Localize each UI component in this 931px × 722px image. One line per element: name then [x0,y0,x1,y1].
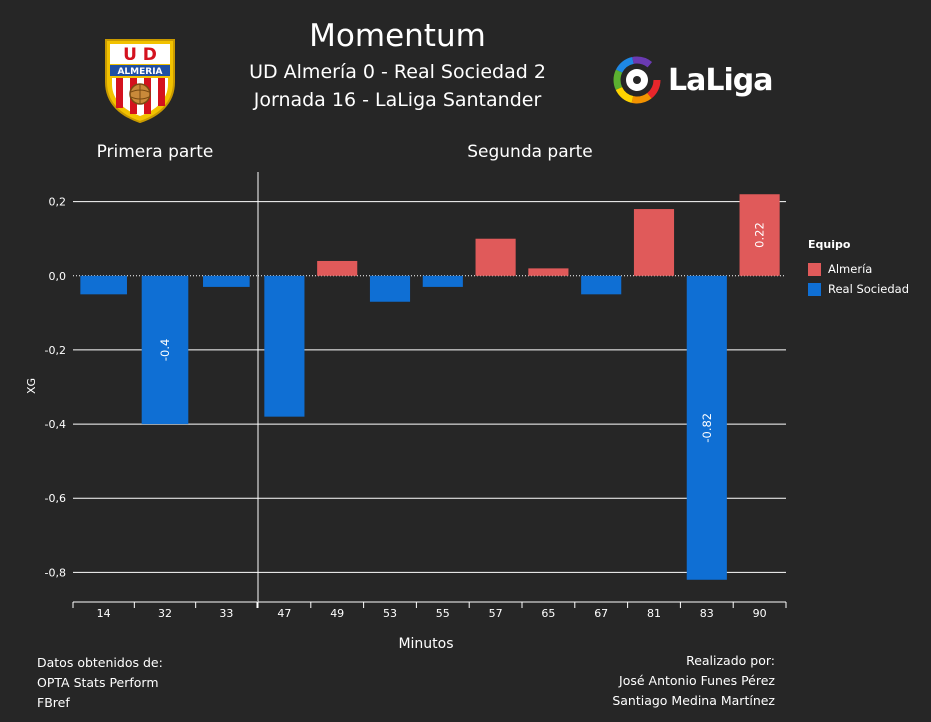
legend-item-real-sociedad[interactable]: Real Sociedad [808,279,909,299]
y-axis-label: XG [25,378,38,394]
bar [739,194,780,276]
laliga-logo: LaLiga [612,55,773,105]
x-tick-label: 47 [277,607,291,620]
source-fbref: FBref [37,695,70,710]
author-credits: Realizado por: José Antonio Funes Pérez … [612,651,775,711]
y-tick-label: 0,2 [49,196,67,209]
legend-label-real-sociedad: Real Sociedad [828,282,910,296]
bar [369,275,411,302]
sources-heading: Datos obtenidos de: [37,655,163,670]
bar [141,275,189,425]
y-tick-label: -0,4 [45,418,66,431]
legend-title: Equipo [808,238,851,251]
bar [422,275,463,287]
badge-band-text: ALMERIA [117,67,162,77]
x-tick-label: 57 [489,607,503,620]
x-axis-label: Minutos [398,636,453,652]
author-1: José Antonio Funes Pérez [619,673,775,688]
x-tick-label: 81 [647,607,661,620]
almeria-badge-icon: U D ALMERIA [105,39,175,124]
x-tick-label: 55 [436,607,450,620]
round-subtitle: Jornada 16 - LaLiga Santander [253,89,542,111]
bar [80,275,127,295]
legend: Equipo Almería Real Sociedad [808,238,909,299]
chart-title: Momentum [309,18,486,54]
bar [528,268,569,276]
panel-title: Primera parte [97,142,214,162]
y-tick-label: -0,2 [45,344,66,357]
x-tick-label: 53 [383,607,397,620]
panel-title: Segunda parte [467,142,593,162]
bar [633,209,675,276]
credits-heading: Realizado por: [686,653,775,668]
x-tick-label: 33 [219,607,233,620]
x-tick-label: 65 [541,607,555,620]
author-2: Santiago Medina Martínez [612,693,775,708]
match-subtitle: UD Almería 0 - Real Sociedad 2 [249,61,546,83]
x-tick-label: 90 [753,607,767,620]
bar [475,238,516,276]
y-tick-label: -0,6 [45,492,66,505]
data-sources: Datos obtenidos de: OPTA Stats Perform F… [37,653,163,713]
laliga-logo-text: LaLiga [668,62,773,98]
legend-label-almeria: Almería [828,262,873,276]
x-tick-label: 83 [700,607,714,620]
source-opta: OPTA Stats Perform [37,675,159,690]
x-tick-label: 32 [158,607,172,620]
y-tick-label: -0,8 [45,566,66,579]
bar [686,275,727,580]
x-tick-label: 67 [594,607,608,620]
x-tick-label: 14 [97,607,111,620]
bar [203,275,250,287]
bar [317,260,358,276]
legend-swatch-real-sociedad [808,282,821,296]
data-label: 0.22 [753,222,767,248]
data-label: -0.82 [700,413,714,443]
legend-item-almeria[interactable]: Almería [808,259,909,279]
y-tick-label: 0,0 [49,270,67,283]
laliga-swirl-icon [613,56,661,104]
data-label: -0.4 [158,339,172,361]
bar [581,275,622,295]
x-tick-label: 49 [330,607,344,620]
bar [264,275,305,417]
badge-letters: U D [123,45,157,65]
legend-swatch-almeria [808,262,821,276]
